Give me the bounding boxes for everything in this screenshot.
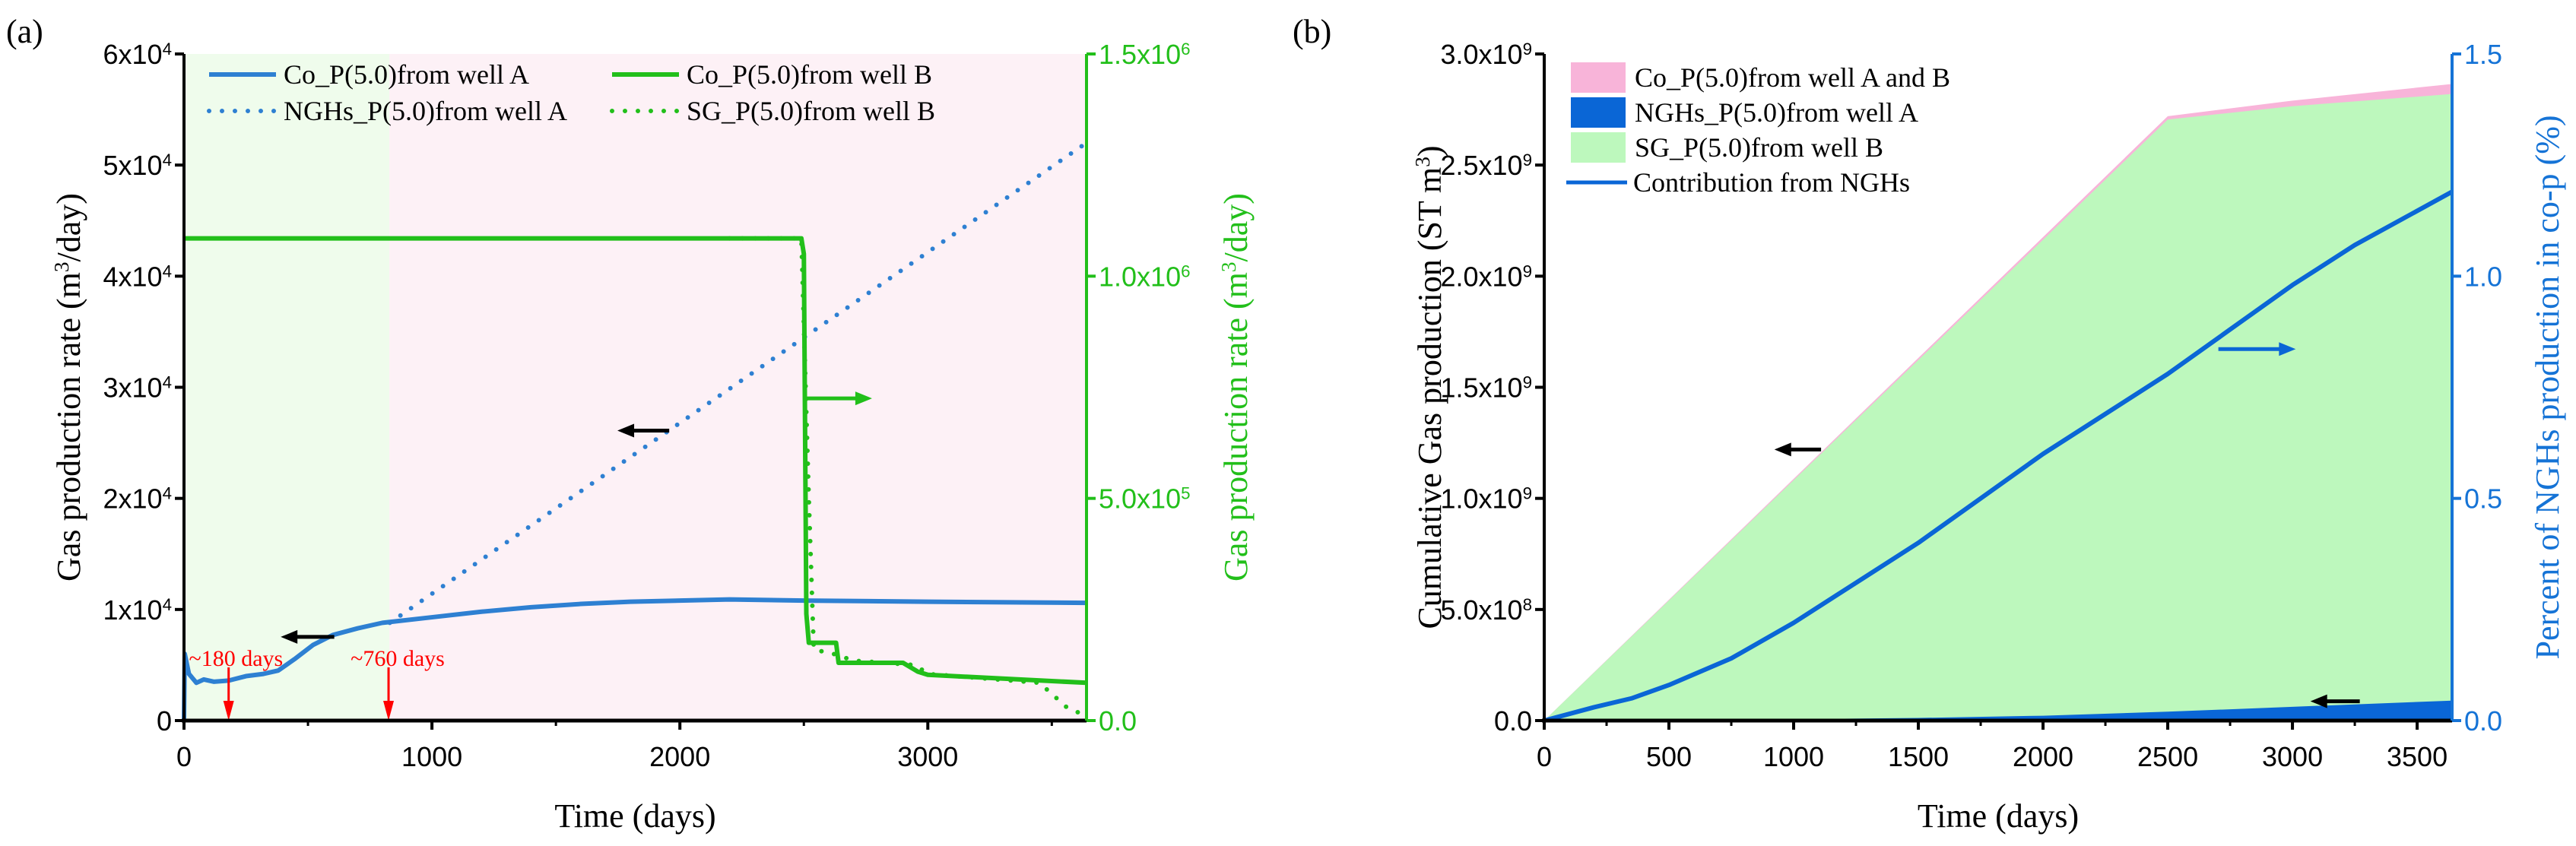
- legend: Co_P(5.0)from well A and B NGHs_P(5.0)fro…: [1566, 62, 1950, 198]
- x-tick-label: 3500: [2387, 741, 2448, 772]
- x-tick-label: 500: [1646, 741, 1692, 772]
- y-right-tick-label: 5.0x105: [1099, 483, 1191, 515]
- panel-label: (b): [1293, 13, 1331, 50]
- y-tick-label: 4x104: [103, 261, 173, 292]
- y-tick-label: 1.0x109: [1440, 483, 1532, 515]
- y-tick-label: 0: [157, 705, 172, 737]
- y-tick-label: 3x104: [103, 372, 173, 404]
- legend-label: Co_P(5.0)from well B: [687, 59, 932, 90]
- legend-swatch: [1571, 62, 1626, 93]
- x-tick-label: 0: [1537, 741, 1552, 772]
- arrow-head-icon: [2279, 342, 2296, 356]
- y-right-tick-label: 1.5: [2464, 39, 2502, 70]
- x-tick-label: 2000: [649, 741, 710, 772]
- x-tick-label: 0: [176, 741, 192, 772]
- arrow-head-icon: [1774, 442, 1791, 457]
- series-line: [184, 236, 1087, 686]
- axes: 0 1000 2000 3000 0 1x104 2x104 3x104 4x104 5x104 6…: [103, 39, 1191, 772]
- y-tick-label: 1x104: [103, 594, 173, 626]
- x-tick-label: 2500: [2137, 741, 2198, 772]
- legend: Co_P(5.0)from well A NGHs_P(5.0)from well…: [207, 59, 935, 126]
- y-tick-label: 6x104: [103, 39, 173, 70]
- x-axis-title: Time (days): [1918, 797, 2079, 835]
- panel-a: ~180 days ~760 days 0 1000 2000 3000 0 1x104 2x1…: [6, 13, 1255, 835]
- shaded-region: [389, 54, 1087, 721]
- legend-swatch: [1571, 132, 1626, 163]
- series-line: [727, 236, 1089, 719]
- y-tick-label: 2.5x109: [1440, 150, 1532, 181]
- plot-area: [1543, 84, 2454, 723]
- x-tick-label: 1500: [1888, 741, 1949, 772]
- y-right-tick-label: 1.0x106: [1099, 261, 1191, 292]
- legend-label: SG_P(5.0)from well B: [1635, 132, 1883, 163]
- arrow-head-icon: [2310, 694, 2327, 708]
- x-tick-label: 2000: [2013, 741, 2073, 772]
- y-right-tick-label: 0.0: [2464, 705, 2502, 737]
- y-right-tick-label: 1.0: [2464, 261, 2502, 292]
- annotation-label: ~760 days: [351, 646, 445, 671]
- y-right-tick-label: 1.5x106: [1099, 39, 1191, 70]
- y-axis-title: Cumulative Gas production (ST m3): [1411, 145, 1448, 629]
- y-axis-title: Gas production rate (m3/day): [50, 193, 87, 581]
- arrow-head-icon: [281, 629, 298, 644]
- area-series: [1544, 93, 2452, 721]
- panel-label: (a): [6, 13, 43, 50]
- y-tick-label: 1.5x109: [1440, 372, 1532, 404]
- y-right-tick-label: 0.5: [2464, 483, 2502, 515]
- x-tick-label: 1000: [401, 741, 462, 772]
- legend-label: SG_P(5.0)from well B: [687, 96, 935, 126]
- y-right-tick-label: 0.0: [1099, 705, 1137, 737]
- x-tick-label: 1000: [1763, 741, 1824, 772]
- series-line: [387, 140, 1089, 626]
- x-tick-label: 3000: [2262, 741, 2323, 772]
- arrow-head-icon: [617, 423, 635, 438]
- y-axis-right-title: Percent of NGHs production in co-p (%): [2529, 115, 2566, 659]
- y-tick-label: 5x104: [103, 150, 173, 181]
- legend-swatch: [1571, 97, 1626, 128]
- legend-label: NGHs_P(5.0)from well A: [1635, 97, 1918, 128]
- series-line: [1543, 189, 2454, 723]
- annotation-label: ~180 days: [189, 646, 284, 671]
- shaded-region: [184, 54, 390, 721]
- arrow-head-icon: [855, 391, 872, 406]
- legend-label: Co_P(5.0)from well A: [284, 59, 529, 90]
- panel-b: 0 500 1000 1500 2000 2500 3000 3500 0.0 5.0x108 1.…: [1293, 13, 2566, 835]
- area-series: [1544, 700, 2452, 721]
- y-tick-label: 0.0: [1494, 705, 1532, 737]
- red-arrow-head-icon: [223, 701, 234, 721]
- x-axis-title: Time (days): [554, 797, 715, 835]
- axes: 0 500 1000 1500 2000 2500 3000 3500 0.0 5.0x108 1.…: [1440, 39, 2502, 772]
- y-tick-label: 2x104: [103, 483, 173, 515]
- y-axis-right-title: Gas production rate (m3/day): [1217, 193, 1255, 581]
- red-arrow-head-icon: [383, 701, 395, 721]
- y-tick-label: 5.0x108: [1440, 594, 1532, 626]
- legend-label: Contribution from NGHs: [1633, 167, 1910, 198]
- y-tick-label: 2.0x109: [1440, 261, 1532, 292]
- y-tick-label: 3.0x109: [1440, 39, 1532, 70]
- legend-label: NGHs_P(5.0)from well A: [284, 96, 567, 126]
- x-tick-label: 3000: [897, 741, 958, 772]
- legend-label: Co_P(5.0)from well A and B: [1635, 62, 1950, 93]
